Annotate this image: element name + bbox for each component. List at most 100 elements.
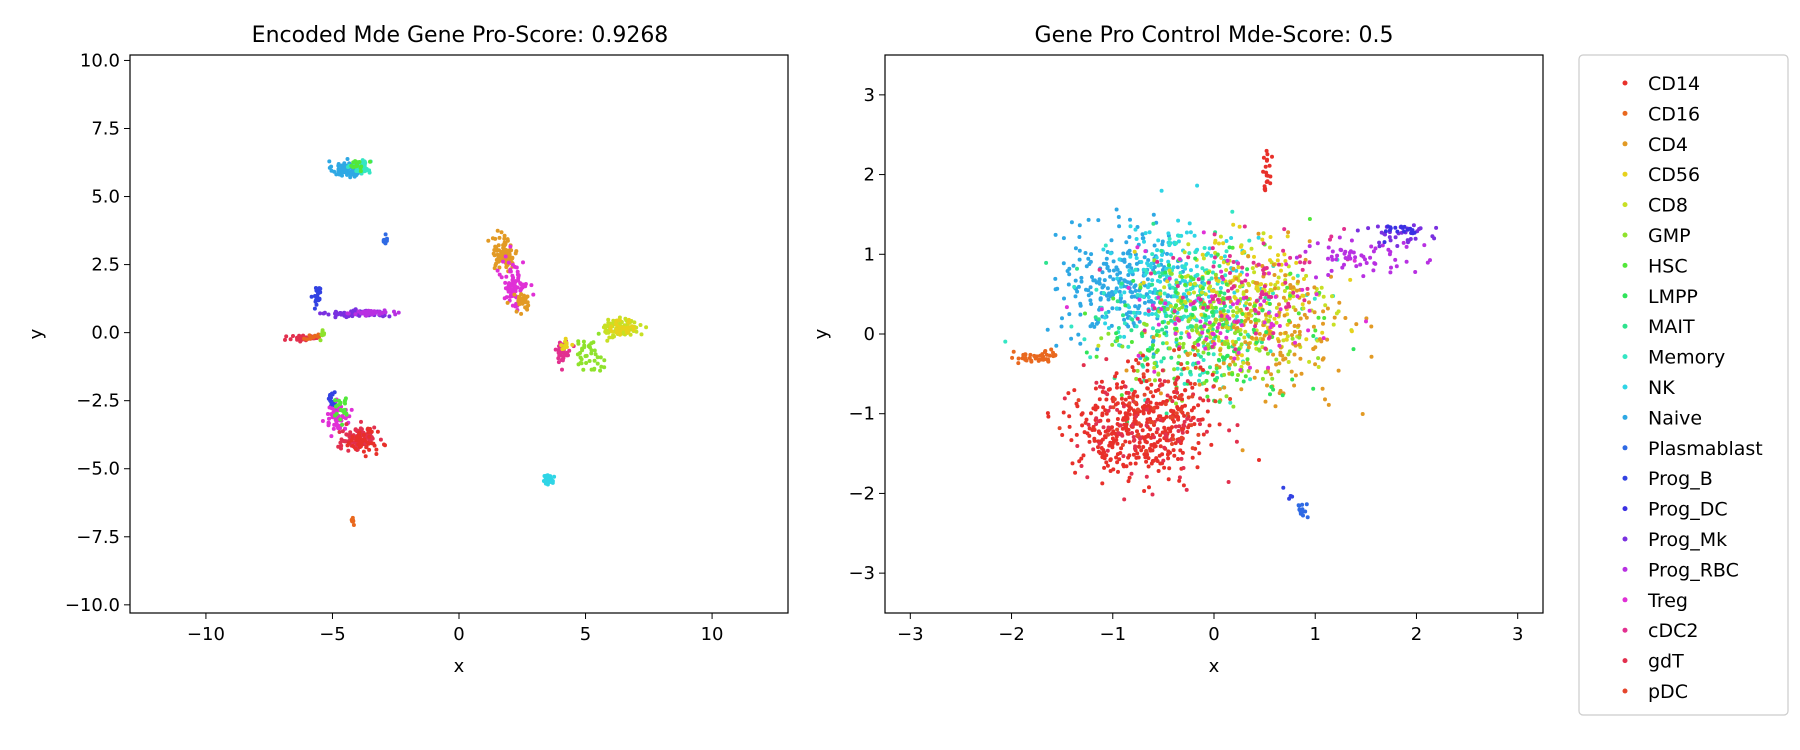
legend-frame	[1578, 54, 1789, 716]
scatter-point	[1185, 361, 1190, 365]
scatter-point	[366, 426, 370, 431]
scatter-point	[1106, 408, 1111, 413]
scatter-point	[1084, 417, 1089, 422]
scatter-point	[1385, 224, 1390, 229]
scatter-point	[1180, 345, 1185, 350]
scatter-point	[1021, 352, 1026, 357]
scatter-point	[1285, 334, 1290, 339]
scatter-point	[1128, 461, 1133, 466]
scatter-point	[1227, 428, 1232, 433]
cluster-cd16	[302, 332, 321, 342]
scatter-point	[1135, 394, 1140, 399]
scatter-point	[1379, 230, 1384, 235]
scatter-point	[329, 412, 334, 417]
scatter-point	[1084, 287, 1088, 292]
scatter-point	[1133, 288, 1138, 293]
scatter-point	[1155, 459, 1160, 463]
cluster-cd16	[1010, 347, 1058, 366]
scatter-point	[334, 172, 339, 177]
scatter-point	[1112, 397, 1117, 402]
scatter-point	[617, 325, 622, 330]
scatter-point	[1100, 481, 1105, 486]
scatter-point	[1152, 270, 1157, 275]
scatter-point	[327, 165, 332, 170]
scatter-point	[1218, 307, 1223, 312]
scatter-point	[1144, 400, 1149, 405]
scatter-point	[1011, 349, 1016, 354]
scatter-point	[1252, 270, 1257, 275]
scatter-point	[1117, 224, 1122, 229]
scatter-point	[342, 166, 347, 171]
scatter-point	[1283, 259, 1288, 263]
scatter-point	[638, 323, 643, 327]
scatter-point	[1183, 388, 1188, 393]
scatter-point	[1225, 258, 1230, 263]
scatter-point	[1224, 335, 1229, 340]
scatter-point	[1283, 298, 1288, 303]
scatter-point	[1190, 385, 1195, 390]
scatter-point	[1282, 289, 1287, 293]
scatter-point	[495, 252, 500, 257]
scatter-point	[1135, 368, 1140, 373]
scatter-point	[1116, 326, 1121, 330]
scatter-point	[1163, 301, 1168, 306]
scatter-point	[326, 396, 331, 401]
cluster-cd14	[1045, 347, 1261, 493]
scatter-point	[1142, 489, 1147, 493]
scatter-point	[1231, 325, 1236, 330]
scatter-point	[1257, 331, 1262, 336]
scatter-point	[1196, 432, 1201, 437]
scatter-point	[1153, 378, 1157, 383]
scatter-point	[1158, 461, 1163, 466]
left-scatter-panel: Encoded Mde Gene Pro-Score: 0.9268 −10 −5…	[26, 23, 789, 677]
scatter-point	[508, 244, 513, 249]
scatter-point	[1283, 280, 1288, 285]
scatter-point	[1045, 327, 1050, 332]
legend-label: CD56	[1648, 164, 1700, 186]
scatter-point	[1169, 408, 1174, 413]
scatter-point	[1128, 289, 1133, 294]
scatter-point	[1268, 174, 1273, 179]
scatter-point	[1234, 268, 1239, 273]
scatter-point	[326, 312, 331, 317]
scatter-point	[1268, 235, 1273, 239]
scatter-point	[1288, 286, 1293, 290]
scatter-point	[1177, 347, 1181, 352]
scatter-point	[1185, 353, 1190, 357]
scatter-point	[1369, 244, 1374, 249]
scatter-point	[1186, 255, 1191, 260]
scatter-point	[1139, 331, 1144, 336]
scatter-point	[1082, 337, 1087, 342]
scatter-point	[1159, 248, 1164, 253]
scatter-point	[1214, 290, 1219, 295]
scatter-point	[1120, 380, 1125, 385]
scatter-point	[1143, 439, 1148, 444]
scatter-point	[496, 256, 501, 260]
scatter-point	[1152, 444, 1157, 449]
scatter-point	[1227, 362, 1232, 367]
scatter-point	[1142, 436, 1147, 441]
scatter-point	[507, 252, 512, 257]
scatter-point	[1127, 235, 1132, 239]
scatter-point	[1125, 264, 1130, 269]
scatter-point	[1109, 238, 1114, 243]
scatter-point	[1389, 265, 1393, 270]
scatter-point	[1142, 255, 1147, 260]
scatter-point	[358, 444, 363, 449]
scatter-point	[1083, 420, 1088, 425]
scatter-point	[525, 294, 530, 299]
scatter-point	[1059, 324, 1064, 329]
scatter-point	[1200, 330, 1205, 335]
scatter-point	[559, 343, 564, 348]
scatter-point	[1273, 294, 1278, 299]
scatter-point	[1269, 384, 1274, 389]
scatter-point	[1152, 243, 1157, 248]
scatter-point	[1203, 346, 1208, 351]
scatter-point	[1180, 275, 1184, 279]
y-tick-label: −2.5	[76, 391, 120, 412]
scatter-point	[1203, 313, 1208, 318]
scatter-point	[1231, 302, 1235, 307]
scatter-point	[1302, 312, 1307, 317]
scatter-point	[1222, 254, 1227, 259]
scatter-point	[307, 333, 312, 338]
